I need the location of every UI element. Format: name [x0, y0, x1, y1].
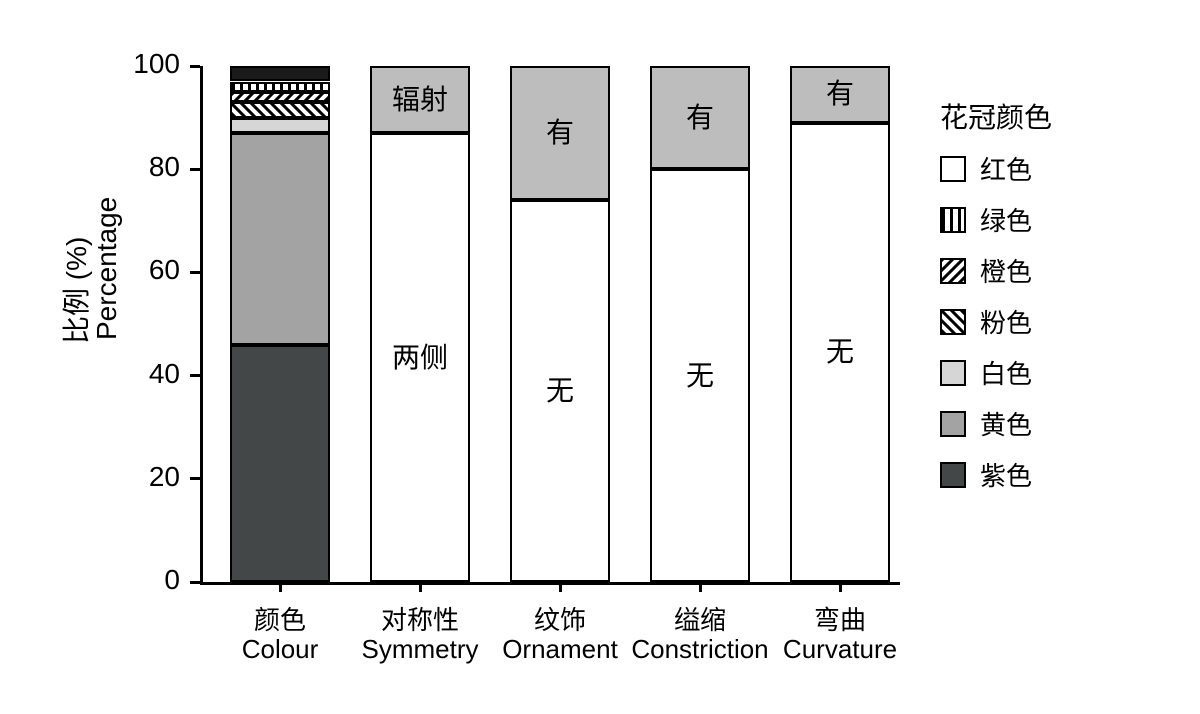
- y-tick-label: 80: [0, 151, 180, 183]
- plot-area: 两侧辐射无有无有无有: [200, 66, 900, 582]
- y-tick: [190, 477, 200, 480]
- legend-label: 粉色: [980, 303, 1032, 340]
- legend-swatch: [940, 207, 966, 233]
- legend-label: 黄色: [980, 405, 1032, 442]
- y-axis-label-cn: 比例 (%): [55, 314, 95, 344]
- bar-group: 无有: [510, 66, 610, 582]
- bar-group: 无有: [650, 66, 750, 582]
- legend-swatch: [940, 309, 966, 335]
- legend-swatch: [940, 360, 966, 386]
- x-category-label-en: Colour: [200, 634, 360, 665]
- legend-label: 白色: [980, 354, 1032, 391]
- y-tick: [190, 168, 200, 171]
- legend-item: 紫色: [940, 456, 1052, 493]
- x-axis: [200, 582, 900, 585]
- bar-segment-label: 有: [650, 96, 750, 136]
- x-category-label-cn: 颜色: [200, 600, 360, 637]
- x-category-label-en: Ornament: [480, 634, 640, 665]
- legend-swatch: [940, 258, 966, 284]
- y-tick: [190, 65, 200, 68]
- y-tick: [190, 374, 200, 377]
- legend-item: 红色: [940, 150, 1052, 187]
- bar-segment-label: 有: [790, 72, 890, 112]
- x-category-label-en: Symmetry: [340, 634, 500, 665]
- x-category-label-cn: 缢缩: [620, 600, 780, 637]
- bar-group: 两侧辐射: [370, 66, 470, 582]
- x-category-label-cn: 弯曲: [760, 600, 920, 637]
- legend-item: 粉色: [940, 303, 1052, 340]
- bar-segment-label: 无: [510, 369, 610, 409]
- x-category-label-en: Constriction: [620, 634, 780, 665]
- y-tick-label: 0: [0, 564, 180, 596]
- x-tick: [419, 582, 422, 592]
- legend-label: 绿色: [980, 201, 1032, 238]
- legend-swatch: [940, 411, 966, 437]
- bar-segment: [230, 82, 330, 92]
- y-axis-label-en: Percentage: [91, 310, 123, 340]
- x-tick: [559, 582, 562, 592]
- legend-label: 红色: [980, 150, 1032, 187]
- y-axis: [200, 66, 203, 582]
- x-category-label-cn: 纹饰: [480, 600, 640, 637]
- y-tick: [190, 581, 200, 584]
- legend-item: 黄色: [940, 405, 1052, 442]
- legend-title: 花冠颜色: [940, 96, 1052, 136]
- chart-figure: 两侧辐射无有无有无有020406080100比例 (%)Percentage颜色…: [0, 0, 1200, 714]
- bar-segment: [230, 102, 330, 117]
- y-tick-label: 40: [0, 358, 180, 390]
- bar-segment: [230, 66, 330, 81]
- bar-segment-label: 辐射: [370, 78, 470, 118]
- bar-segment: [230, 92, 330, 102]
- x-tick: [699, 582, 702, 592]
- bar-segment-label: 两侧: [370, 336, 470, 376]
- bar-segment-label: 有: [510, 111, 610, 151]
- bar-segment: [230, 345, 330, 582]
- legend: 花冠颜色红色绿色橙色粉色白色黄色紫色: [940, 96, 1052, 493]
- x-tick: [279, 582, 282, 592]
- legend-swatch: [940, 156, 966, 182]
- x-category-label-en: Curvature: [760, 634, 920, 665]
- bar-segment-label: 无: [790, 330, 890, 370]
- bar-segment: [230, 133, 330, 345]
- y-tick-label: 100: [0, 48, 180, 80]
- legend-item: 绿色: [940, 201, 1052, 238]
- legend-item: 橙色: [940, 252, 1052, 289]
- y-tick: [190, 271, 200, 274]
- bar-segment: [230, 118, 330, 133]
- legend-label: 橙色: [980, 252, 1032, 289]
- legend-label: 紫色: [980, 456, 1032, 493]
- x-category-label-cn: 对称性: [340, 600, 500, 637]
- bar-segment-label: 无: [650, 354, 750, 394]
- bar-group: 无有: [790, 66, 890, 582]
- y-tick-label: 20: [0, 461, 180, 493]
- bar-group: [230, 66, 330, 582]
- x-tick: [839, 582, 842, 592]
- legend-swatch: [940, 462, 966, 488]
- legend-item: 白色: [940, 354, 1052, 391]
